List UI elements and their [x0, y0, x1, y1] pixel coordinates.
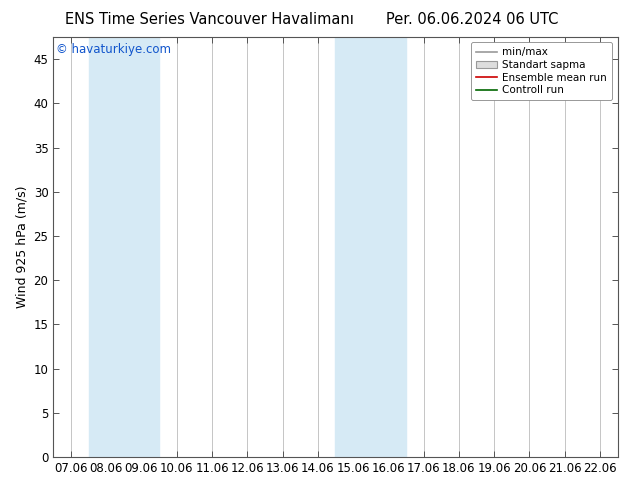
Bar: [335, 37, 406, 457]
Text: Per. 06.06.2024 06 UTC: Per. 06.06.2024 06 UTC: [386, 12, 559, 27]
Text: © havaturkiye.com: © havaturkiye.com: [56, 43, 171, 56]
Text: ENS Time Series Vancouver Havalimanı: ENS Time Series Vancouver Havalimanı: [65, 12, 354, 27]
Y-axis label: Wind 925 hPa (m/s): Wind 925 hPa (m/s): [15, 186, 28, 308]
Bar: [89, 37, 159, 457]
Legend: min/max, Standart sapma, Ensemble mean run, Controll run: min/max, Standart sapma, Ensemble mean r…: [471, 42, 612, 100]
